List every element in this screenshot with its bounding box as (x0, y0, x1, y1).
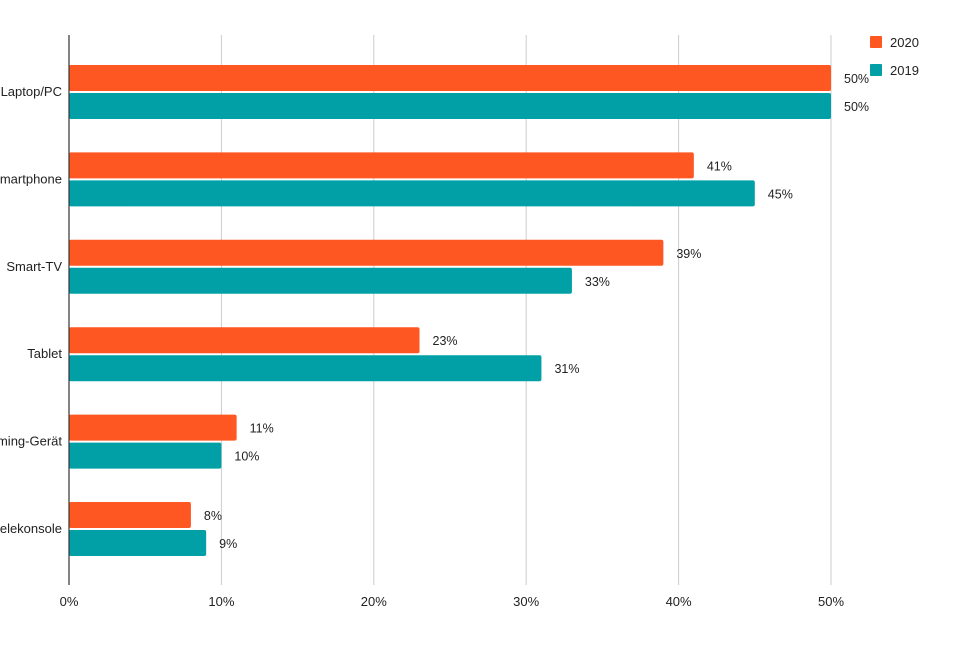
bar-2020-0 (69, 65, 831, 91)
bar-2019-1 (69, 180, 755, 207)
data-label: 50% (844, 72, 869, 86)
axes: 0% 10% 20% 30% 40% 50% Laptop/PC Smartphone Smar… (0, 35, 844, 609)
category-label: Streaming-Gerät (0, 434, 62, 449)
category-label: Smartphone (0, 171, 62, 186)
data-label: 31% (554, 362, 579, 376)
legend-label: 2019 (890, 63, 919, 78)
x-tick-label: 40% (666, 594, 692, 609)
data-labels: 50% 50% 41% 45% 39% 33% 23% 31% 11% 10% 8% 9% (204, 72, 869, 551)
x-tick-label: 20% (361, 594, 387, 609)
legend: 2020 2019 (870, 35, 919, 78)
bar-2019-0 (69, 93, 831, 119)
bar-2019-5 (69, 530, 207, 556)
legend-label: 2020 (890, 35, 919, 50)
grid-lines (220, 35, 832, 585)
bar-2020-2 (69, 239, 664, 266)
bar-2020-3 (69, 327, 420, 354)
data-label: 23% (433, 334, 458, 348)
data-label: 9% (219, 537, 237, 551)
data-label: 8% (204, 509, 222, 523)
category-label: Laptop/PC (1, 84, 62, 99)
x-tick-label: 0% (60, 594, 79, 609)
data-label: 33% (585, 275, 610, 289)
bars (69, 65, 831, 556)
x-tick-label: 10% (208, 594, 234, 609)
legend-swatch-2019 (870, 64, 882, 76)
data-label: 50% (844, 100, 869, 114)
x-tick-label: 50% (818, 594, 844, 609)
bar-2019-3 (69, 355, 542, 382)
data-label: 10% (234, 450, 259, 464)
x-tick-label: 30% (513, 594, 539, 609)
category-label: Smart-TV (6, 259, 62, 274)
data-label: 39% (676, 247, 701, 261)
category-label: Spielekonsole (0, 521, 62, 536)
bar-2019-4 (69, 442, 222, 469)
category-label: Tablet (27, 346, 62, 361)
data-label: 45% (768, 187, 793, 201)
legend-swatch-2020 (870, 36, 882, 48)
bar-2020-4 (69, 414, 237, 441)
bar-2020-1 (69, 152, 694, 179)
data-label: 11% (250, 422, 274, 436)
data-label: 41% (707, 159, 732, 173)
bar-2019-2 (69, 267, 572, 294)
bar-2020-5 (69, 502, 191, 528)
